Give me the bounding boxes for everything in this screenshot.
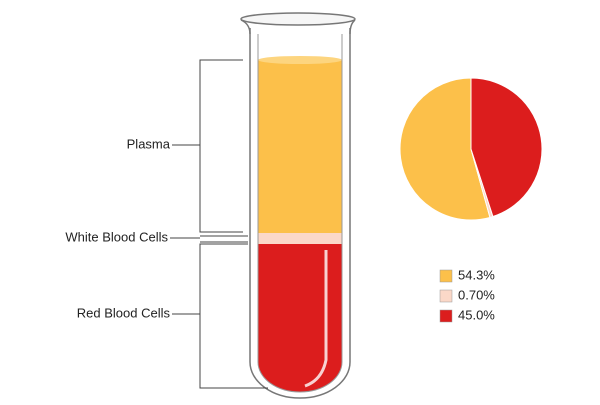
white-cell-layer [258, 233, 342, 244]
plasma-surface [258, 56, 342, 64]
plasma-bracket [172, 59, 243, 233]
tube-outer [249, 28, 351, 399]
plasma-label: Plasma [127, 136, 171, 151]
legend-swatch [439, 309, 453, 323]
white-cell-bracket [170, 235, 248, 243]
tube-inner [257, 34, 343, 393]
legend-swatch [439, 269, 453, 283]
pie-slice [399, 77, 491, 221]
pie-slice [470, 77, 543, 218]
tube-rim [240, 12, 356, 26]
red-cell-layer [258, 244, 342, 392]
brackets [170, 59, 268, 389]
tube-contents [258, 56, 342, 392]
legend: 54.3% 0.70% 45.0% [439, 267, 495, 323]
plasma-layer [258, 60, 342, 235]
red-cell-label: Red Blood Cells [77, 305, 171, 320]
tube-neck [240, 19, 356, 35]
white-cell-label: White Blood Cells [65, 229, 168, 244]
legend-label: 0.70% [458, 287, 495, 302]
red-cell-bracket [172, 243, 268, 389]
highlight [304, 250, 328, 388]
pie [399, 77, 543, 221]
legend-label: 45.0% [458, 307, 495, 322]
legend-swatch [439, 289, 453, 303]
legend-label: 54.3% [458, 267, 495, 282]
